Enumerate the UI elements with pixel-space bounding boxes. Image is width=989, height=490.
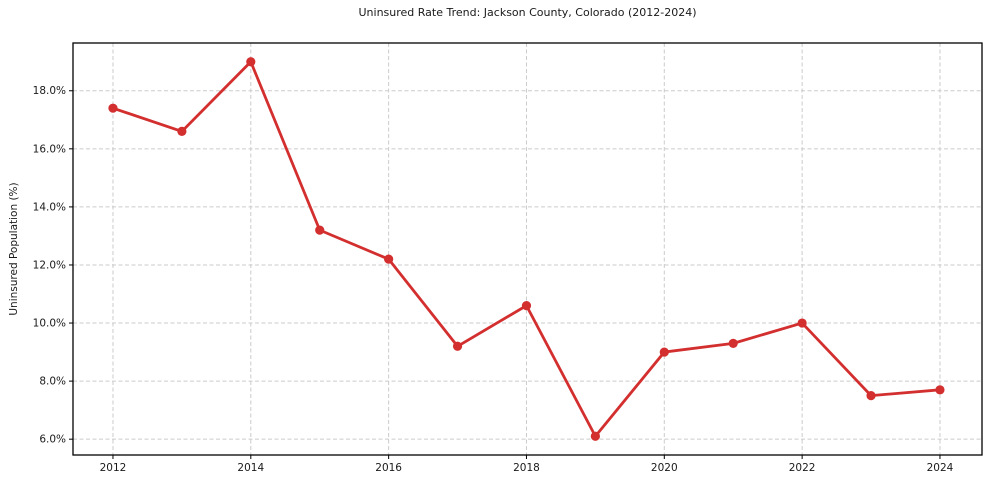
data-point-2014 bbox=[246, 57, 256, 67]
data-point-2023 bbox=[866, 391, 876, 401]
x-tick-label: 2024 bbox=[927, 462, 954, 474]
x-tick-label: 2016 bbox=[375, 462, 402, 474]
data-point-2013 bbox=[177, 126, 187, 137]
data-point-2017 bbox=[452, 341, 463, 351]
data-point-2024 bbox=[935, 385, 945, 395]
y-tick-label: 8.0% bbox=[39, 376, 66, 388]
y-tick-label: 12.0% bbox=[33, 259, 66, 271]
x-tick-label: 2012 bbox=[100, 462, 127, 474]
x-tick-label: 2020 bbox=[651, 462, 678, 474]
data-point-2019 bbox=[590, 431, 600, 441]
data-point-2021 bbox=[728, 338, 738, 348]
data-point-2018 bbox=[521, 301, 532, 311]
data-point-2022 bbox=[797, 318, 807, 328]
x-tick-label: 2022 bbox=[789, 462, 816, 474]
x-tick-label: 2018 bbox=[513, 462, 540, 474]
y-tick-label: 14.0% bbox=[33, 201, 66, 213]
y-tick-label: 10.0% bbox=[33, 318, 66, 330]
data-point-2012 bbox=[108, 103, 118, 113]
y-tick-label: 16.0% bbox=[33, 143, 66, 155]
y-tick-label: 6.0% bbox=[39, 434, 66, 446]
x-tick-label: 2014 bbox=[237, 462, 264, 474]
plot-border bbox=[72, 42, 983, 456]
data-point-2020 bbox=[659, 347, 669, 357]
chart-title: Uninsured Rate Trend: Jackson County, Co… bbox=[358, 6, 697, 19]
data-point-2015 bbox=[315, 225, 325, 235]
y-tick-label: 18.0% bbox=[33, 85, 66, 97]
data-point-2016 bbox=[384, 254, 394, 264]
